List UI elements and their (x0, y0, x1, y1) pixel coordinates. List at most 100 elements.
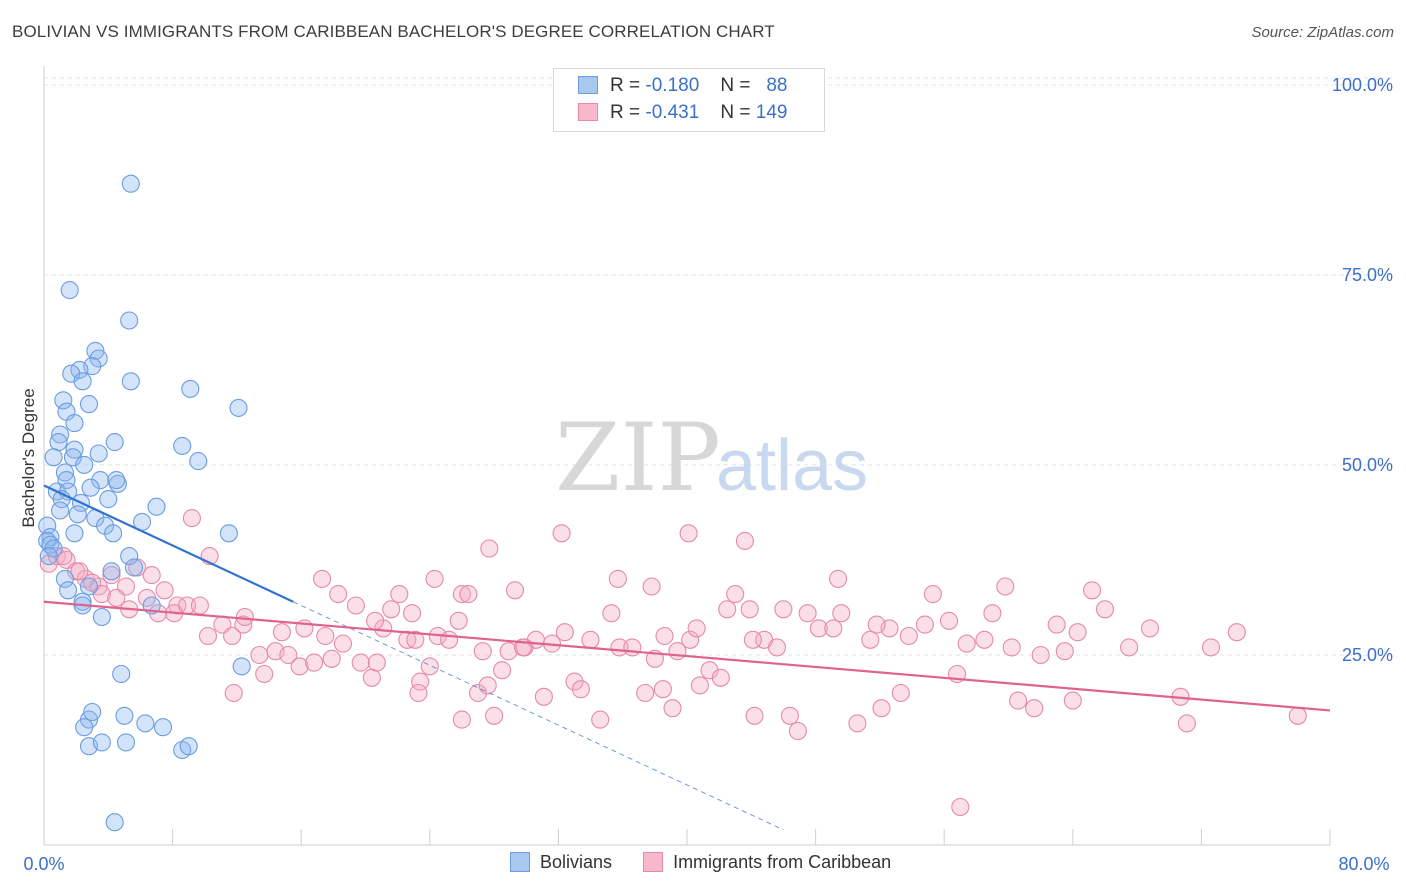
data-point (120, 311, 139, 330)
data-point (1227, 623, 1246, 642)
data-point (104, 524, 123, 543)
y-tick-label: 25.0% (1342, 645, 1393, 665)
data-point (1009, 691, 1028, 710)
data-point (809, 619, 828, 638)
legend-swatch-bolivians (578, 76, 598, 94)
data-point (234, 615, 253, 634)
source-label: Source: ZipAtlas.com (1251, 24, 1394, 41)
data-point (75, 455, 94, 474)
correlation-legend: R = -0.180 N = 88 R = -0.431 N = 149 (553, 68, 825, 132)
data-point (1068, 623, 1087, 642)
data-point (70, 562, 89, 581)
data-point (452, 585, 471, 604)
data-point (272, 623, 291, 642)
data-point (153, 718, 173, 737)
data-point (112, 664, 131, 684)
data-point (655, 626, 674, 646)
data-point (142, 566, 161, 585)
data-point (480, 539, 499, 558)
axes (43, 66, 1331, 846)
svg-text:ZIP: ZIP (555, 404, 721, 513)
data-point (81, 478, 100, 497)
data-point (1063, 691, 1082, 710)
legend-n-label: N = (720, 75, 751, 96)
data-point (1095, 600, 1115, 619)
data-point (923, 585, 942, 604)
data-point (55, 463, 74, 482)
data-point (235, 607, 254, 627)
data-point (493, 661, 512, 680)
legend-row-bolivians: R = -0.180 N = 88 (578, 75, 787, 101)
series-caribbean (39, 509, 1307, 817)
data-point (65, 440, 84, 459)
data-point (105, 433, 124, 452)
data-point (182, 509, 201, 528)
y-tick-label: 75.0% (1342, 265, 1393, 285)
data-point (390, 585, 409, 604)
data-point (459, 585, 478, 604)
data-point (65, 414, 84, 433)
legend-r-value: -0.431 (645, 102, 700, 123)
data-point (51, 425, 70, 444)
y-axis-label: Bachelor's Degree (19, 388, 38, 527)
data-point (602, 604, 621, 623)
data-point (571, 680, 590, 699)
data-point (224, 683, 243, 703)
data-point (1002, 638, 1021, 657)
data-point (679, 524, 698, 543)
data-point (861, 630, 880, 649)
data-point (939, 611, 959, 630)
y-tick-label: 100.0% (1332, 75, 1393, 95)
data-point (136, 714, 155, 733)
data-point (279, 645, 298, 665)
data-point (102, 566, 121, 585)
data-point (409, 683, 428, 703)
legend-n-value: 88 (766, 75, 788, 96)
data-point (255, 664, 274, 684)
x-tick-label: 80.0% (1338, 854, 1389, 874)
trend-line-caribbean (43, 600, 1331, 712)
legend-row-caribbean: R = -0.431 N = 149 (578, 102, 787, 128)
data-point (124, 558, 144, 577)
series-legend-label: Bolivians (540, 852, 613, 872)
series-legend-bolivians[interactable]: Bolivians (510, 852, 612, 873)
data-point (219, 524, 238, 543)
data-point (83, 702, 102, 722)
data-point (899, 626, 918, 646)
data-point (440, 630, 459, 649)
data-point (73, 372, 92, 391)
data-point (198, 626, 218, 646)
grid-lines (44, 77, 1392, 656)
data-point (290, 657, 309, 676)
data-point (313, 569, 332, 588)
data-point (745, 706, 764, 725)
legend-r-label: R = (610, 75, 641, 96)
data-point (92, 607, 111, 627)
data-point (250, 645, 269, 665)
data-point (848, 714, 867, 733)
trend-line-bolivians (43, 484, 294, 603)
data-point (996, 577, 1015, 596)
data-point (382, 600, 401, 619)
data-point (872, 699, 891, 718)
series-legend-caribbean[interactable]: Immigrants from Caribbean (643, 852, 891, 873)
data-point (1201, 638, 1221, 657)
data-point (824, 619, 843, 638)
data-point (39, 547, 58, 566)
data-point (107, 471, 126, 490)
data-point (189, 452, 208, 471)
data-point (92, 733, 111, 752)
data-point (54, 391, 73, 410)
data-point (891, 683, 910, 703)
data-point (780, 706, 799, 725)
data-point (51, 501, 70, 520)
data-point (346, 596, 365, 615)
data-point (767, 638, 787, 657)
data-point (478, 676, 497, 695)
data-point (951, 797, 970, 817)
data-point (89, 349, 108, 368)
data-point (91, 471, 110, 490)
data-point (832, 604, 851, 623)
data-point (232, 657, 251, 676)
